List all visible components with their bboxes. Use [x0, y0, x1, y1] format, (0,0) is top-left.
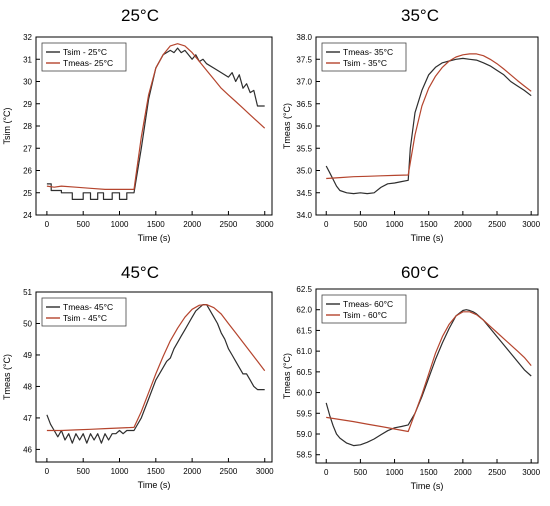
legend-label: Tsim - 45°C	[63, 313, 107, 323]
x-tick-label: 0	[45, 467, 50, 476]
y-tick-label: 58.5	[296, 451, 312, 460]
x-tick-label: 3000	[522, 468, 540, 477]
series-line-second	[46, 43, 266, 190]
legend-label: Tmeas- 25°C	[63, 58, 113, 68]
x-tick-label: 3000	[256, 467, 274, 476]
y-tick-label: 34.0	[296, 211, 312, 220]
y-tick-label: 30	[23, 78, 32, 87]
y-tick-label: 28	[23, 122, 32, 131]
x-tick-label: 2000	[183, 220, 201, 229]
y-tick-label: 31	[23, 55, 32, 64]
y-tick-label: 61.5	[296, 326, 312, 335]
y-axis-label: Tmeas (°C)	[2, 354, 12, 400]
x-tick-label: 1000	[111, 467, 129, 476]
y-tick-label: 36.0	[296, 122, 312, 131]
x-tick-label: 0	[324, 468, 329, 477]
y-tick-label: 38.0	[296, 33, 312, 42]
x-tick-label: 500	[77, 467, 91, 476]
x-tick-label: 2500	[488, 468, 506, 477]
x-tick-label: 1500	[420, 220, 438, 229]
x-tick-label: 1500	[420, 468, 438, 477]
y-tick-label: 24	[23, 211, 32, 220]
x-tick-label: 0	[324, 220, 329, 229]
x-axis-label: Time (s)	[411, 481, 444, 491]
chart-title-60: 60°C	[401, 263, 439, 282]
y-tick-label: 59.5	[296, 409, 312, 418]
plot-frame	[35, 291, 273, 463]
x-tick-label: 2000	[183, 467, 201, 476]
chart-title-45: 45°C	[121, 263, 159, 282]
legend-label: Tmeas- 60°C	[343, 299, 393, 309]
y-tick-label: 62.5	[296, 285, 312, 294]
y-tick-label: 60.0	[296, 389, 312, 398]
y-tick-label: 47	[23, 414, 32, 423]
y-tick-label: 62.0	[296, 306, 312, 315]
series-line-first	[325, 309, 532, 447]
legend-box	[41, 297, 127, 327]
x-tick-label: 3000	[256, 220, 274, 229]
y-axis-label: Tmeas (°C)	[282, 353, 292, 399]
y-tick-label: 60.5	[296, 368, 312, 377]
y-tick-label: 61.0	[296, 347, 312, 356]
series-line-first	[46, 304, 265, 444]
y-tick-label: 35.5	[296, 144, 312, 153]
x-tick-label: 2000	[454, 468, 472, 477]
y-axis-label: Tmeas (°C)	[282, 103, 292, 149]
legend-box	[321, 42, 407, 72]
y-tick-label: 26	[23, 167, 32, 176]
y-tick-label: 48	[23, 382, 32, 391]
x-tick-label: 500	[354, 468, 368, 477]
y-tick-label: 51	[23, 288, 32, 297]
y-tick-label: 46	[23, 445, 32, 454]
y-tick-label: 29	[23, 100, 32, 109]
y-tick-label: 27	[23, 144, 32, 153]
x-tick-label: 500	[77, 220, 91, 229]
x-tick-label: 1000	[386, 220, 404, 229]
legend-box	[321, 294, 407, 324]
x-axis-label: Time (s)	[138, 233, 171, 243]
series-line-second	[326, 53, 532, 180]
x-tick-label: 500	[354, 220, 368, 229]
x-tick-label: 1000	[386, 468, 404, 477]
y-tick-label: 49	[23, 351, 32, 360]
series-line-second	[326, 311, 532, 433]
legend-label: Tsim - 25°C	[63, 47, 107, 57]
y-tick-label: 25	[23, 189, 32, 198]
x-axis-label: Time (s)	[138, 480, 171, 490]
legend-label: Tmeas- 45°C	[63, 302, 113, 312]
x-tick-label: 1000	[111, 220, 129, 229]
y-tick-label: 32	[23, 33, 32, 42]
legend-box	[41, 42, 127, 72]
x-tick-label: 2000	[454, 220, 472, 229]
y-tick-label: 59.0	[296, 430, 312, 439]
x-tick-label: 2500	[220, 220, 238, 229]
x-tick-label: 1500	[147, 467, 165, 476]
y-tick-label: 35.0	[296, 167, 312, 176]
plot-frame	[315, 288, 539, 464]
y-tick-label: 37.0	[296, 78, 312, 87]
y-axis-label: Tsim (°C)	[2, 107, 12, 144]
legend-label: Tsim - 35°C	[343, 58, 387, 68]
legend-label: Tmeas- 35°C	[343, 47, 393, 57]
x-tick-label: 2500	[488, 220, 506, 229]
x-tick-label: 2500	[220, 467, 238, 476]
series-line-first	[325, 57, 532, 195]
x-axis-label: Time (s)	[411, 233, 444, 243]
x-tick-label: 0	[45, 220, 50, 229]
x-tick-label: 3000	[522, 220, 540, 229]
y-tick-label: 37.5	[296, 55, 312, 64]
y-tick-label: 50	[23, 319, 32, 328]
y-tick-label: 36.5	[296, 100, 312, 109]
y-tick-label: 34.5	[296, 189, 312, 198]
legend-label: Tsim - 60°C	[343, 310, 387, 320]
chart-title-35: 35°C	[401, 6, 439, 25]
series-line-second	[46, 304, 266, 432]
x-tick-label: 1500	[147, 220, 165, 229]
chart-title-25: 25°C	[121, 6, 159, 25]
